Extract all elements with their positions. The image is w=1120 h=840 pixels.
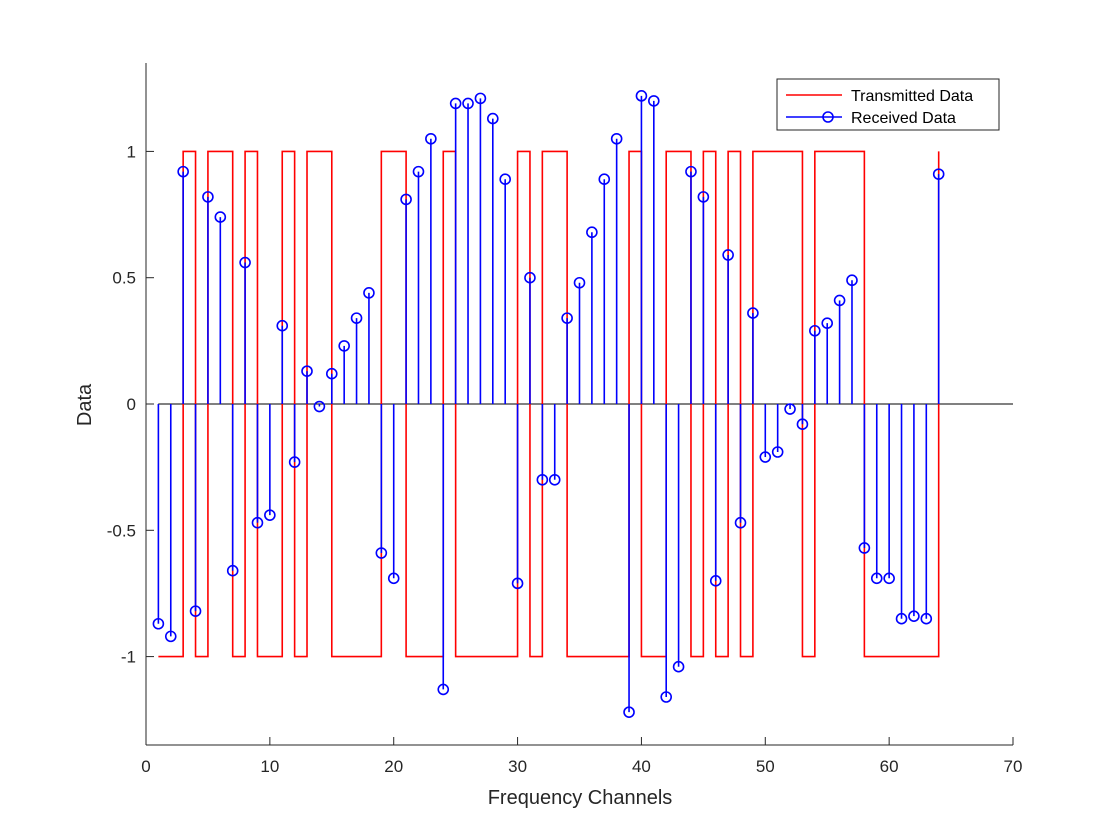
received-data-point (610, 132, 623, 145)
received-data-point (870, 572, 883, 585)
received-data-point (363, 287, 375, 299)
x-tick-label: 30 (508, 757, 527, 776)
received-data-point (784, 403, 796, 415)
legend-received-marker (822, 111, 834, 123)
received-data-point (598, 173, 611, 185)
x-tick-label: 40 (632, 757, 651, 776)
legend-box (776, 78, 1000, 131)
x-tick-label: 20 (384, 757, 403, 776)
y-tick-label: -0.5 (107, 521, 136, 540)
received-data-point (846, 274, 858, 287)
received-data-point (313, 400, 326, 413)
received-data-point (672, 660, 685, 673)
received-data-point (164, 630, 177, 643)
received-data-point (462, 97, 474, 110)
received-data-point (425, 132, 437, 145)
x-axis-title: Frequency Channels (488, 787, 673, 809)
received-data-point (301, 365, 313, 377)
legend: Transmitted Data Received Data (776, 78, 1000, 131)
received-data-point (152, 617, 165, 630)
received-data-point (375, 547, 388, 559)
axes-layer: 0 10 20 30 40 50 60 70 -1 -0.5 0 0.5 1 (107, 63, 1023, 776)
received-data-point (437, 683, 450, 696)
received-data-point (635, 90, 648, 102)
received-data-point (648, 95, 660, 107)
received-data-point (524, 271, 536, 284)
received-data-point (474, 92, 487, 105)
received-data-point (548, 473, 561, 486)
received-data-point (771, 446, 784, 458)
received-data-point (561, 312, 573, 324)
x-tick-label: 10 (260, 757, 279, 776)
received-data-point (226, 564, 239, 577)
received-data-point (499, 173, 511, 185)
received-data-point (660, 691, 673, 703)
received-data-point (239, 256, 251, 269)
received-data-point (189, 605, 202, 617)
y-axis-title: Data (74, 383, 96, 426)
received-data-point (697, 191, 710, 203)
x-tick-label: 50 (756, 757, 775, 776)
received-data-point (883, 572, 895, 585)
received-data-point (400, 193, 412, 206)
x-tick-label: 70 (1004, 757, 1023, 776)
received-data-point (759, 451, 772, 463)
received-data-point (338, 340, 350, 352)
received-data-point (920, 612, 933, 625)
received-data-point (734, 516, 747, 529)
received-data-point (895, 612, 908, 625)
received-data-point (709, 575, 722, 587)
received-data-point (350, 312, 363, 324)
legend-received-label: Received Data (851, 110, 956, 127)
received-data-point (486, 112, 499, 125)
received-data-point (685, 165, 697, 178)
received-data-point (586, 226, 598, 239)
received-data-point (449, 97, 462, 110)
received-data-point (202, 191, 214, 203)
received-data-point (722, 249, 734, 261)
received-data-point (387, 572, 400, 585)
received-data-point (573, 276, 586, 289)
y-tick-label: 0.5 (112, 269, 136, 288)
received-data-point (623, 706, 635, 718)
received-data-point (747, 307, 759, 319)
received-data-point (251, 516, 264, 529)
received-data-point (796, 418, 809, 431)
received-data-point (821, 317, 834, 329)
received-data-point (858, 542, 871, 554)
x-tick-label: 0 (141, 757, 150, 776)
received-data-point (833, 294, 846, 307)
y-tick-label: 0 (127, 395, 136, 414)
received-data-point (276, 319, 289, 332)
y-tick-label: -1 (121, 648, 136, 667)
legend-transmitted-label: Transmitted Data (851, 88, 973, 105)
received-data-point (412, 165, 425, 178)
received-data-point (809, 324, 821, 337)
received-data-point (536, 473, 549, 486)
x-tick-label: 60 (880, 757, 899, 776)
received-data-point (177, 165, 189, 178)
series-layer (152, 90, 1013, 718)
y-tick-label: 1 (127, 142, 136, 161)
received-data-point (214, 211, 227, 223)
transmitted-data-line (158, 150, 940, 658)
received-data-point (932, 168, 945, 180)
received-data-point (288, 456, 301, 468)
received-data-point (325, 367, 338, 380)
received-data-point (264, 509, 276, 521)
received-data-point (511, 577, 524, 590)
received-data-point (908, 610, 920, 622)
